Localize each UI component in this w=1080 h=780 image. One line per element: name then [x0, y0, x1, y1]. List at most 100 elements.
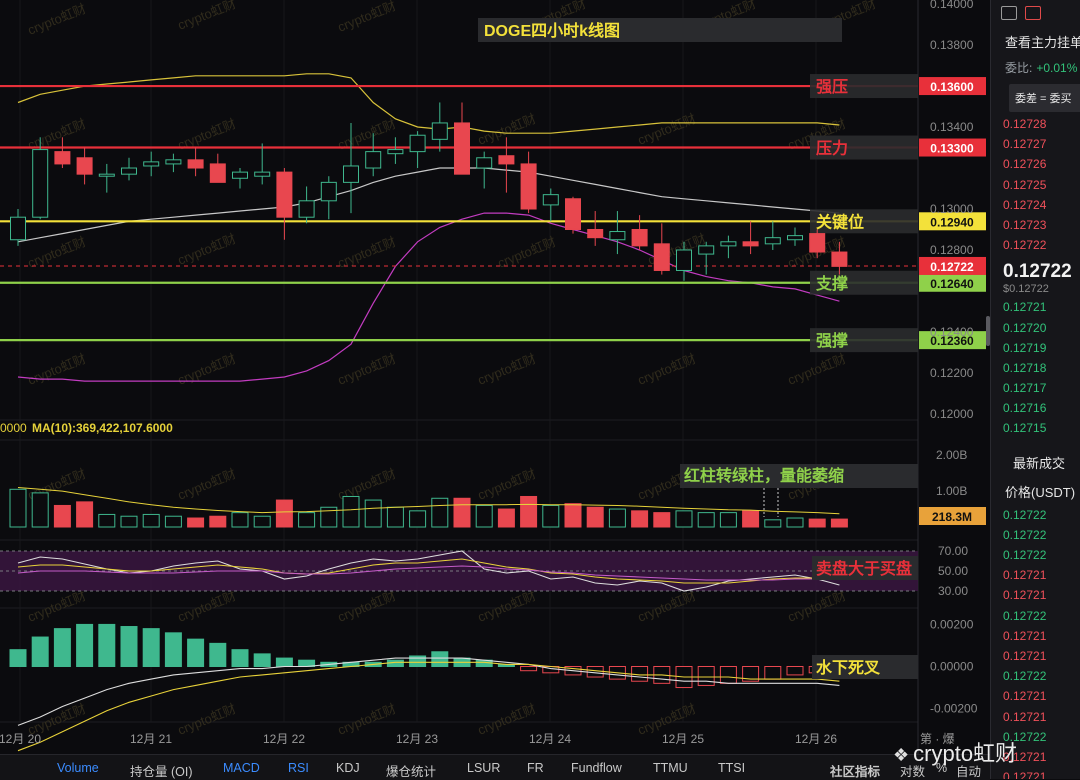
- level-label-1: 压力: [816, 139, 848, 158]
- volume-bar: [786, 517, 804, 528]
- bid-price-row[interactable]: 0.12720: [1003, 320, 1047, 335]
- bollinger-middle-line: [17, 167, 840, 243]
- toolbar-right-2[interactable]: %: [936, 761, 948, 775]
- tab-0[interactable]: Volume: [57, 761, 99, 775]
- volume-bar: [31, 492, 49, 528]
- volume-bar: [631, 510, 649, 528]
- volume-bar: [497, 508, 515, 528]
- volume-bar: [409, 510, 427, 528]
- volume-bar: [586, 506, 604, 528]
- bid-price-row[interactable]: 0.12717: [1003, 381, 1047, 396]
- ask-price-row[interactable]: 0.12723: [1003, 217, 1047, 232]
- macd-histogram-bar: [98, 623, 116, 668]
- candle-body: [431, 122, 448, 140]
- candle-body: [32, 149, 49, 218]
- brand-logo: ❖ crypto虹财: [893, 736, 1017, 768]
- level-price-badge-2: [919, 212, 986, 231]
- bollinger-upper-line: [17, 73, 840, 134]
- book-both-icon[interactable]: [1001, 6, 1017, 20]
- volume-bar: [719, 512, 737, 528]
- candle-body: [365, 151, 382, 169]
- toolbar-right-0[interactable]: 社区指标: [830, 765, 881, 779]
- macd-histogram-bar: [164, 632, 182, 667]
- ratio-label: 委比:: [1005, 61, 1033, 75]
- tab-6[interactable]: LSUR: [467, 761, 501, 775]
- ask-price-row[interactable]: 0.12728: [1003, 117, 1047, 131]
- rsi-axis-tick: 30.00: [938, 584, 968, 598]
- candle-body: [10, 216, 26, 241]
- tab-1[interactable]: 持仓量 (OI): [130, 765, 193, 779]
- volume-bar: [342, 495, 360, 528]
- current-price-text: 0.12722: [930, 260, 974, 274]
- trades-title[interactable]: 最新成交: [1013, 455, 1066, 471]
- bid-price-row[interactable]: 0.12716: [1003, 401, 1047, 416]
- candle-body: [276, 171, 293, 218]
- trade-price-row: 0.12721: [1003, 568, 1047, 583]
- footer-partial-text: 第 · 爆: [920, 732, 955, 746]
- level-price-text-0: 0.13600: [930, 80, 974, 94]
- tab-5[interactable]: 爆仓统计: [386, 765, 437, 779]
- macd-axis-tick: -0.00200: [930, 702, 978, 716]
- macd-histogram-bar: [719, 666, 737, 684]
- scrollbar-handle[interactable]: [986, 316, 990, 346]
- volume-bar: [364, 499, 382, 528]
- x-axis-tick: 12月 22: [263, 732, 305, 746]
- ask-price-row[interactable]: 0.12725: [1003, 177, 1047, 192]
- candle-body: [143, 161, 160, 167]
- tab-2[interactable]: MACD: [223, 761, 260, 775]
- rsi-line-1: [17, 558, 840, 584]
- last-price-usd: $0.12722: [1003, 283, 1049, 296]
- toolbar-right-3[interactable]: 自动: [956, 765, 982, 779]
- book-asks-icon[interactable]: [1025, 6, 1041, 20]
- macd-histogram-bar: [231, 649, 249, 668]
- bid-price-row[interactable]: 0.12715: [1003, 421, 1047, 436]
- tab-8[interactable]: Fundflow: [571, 761, 622, 775]
- x-axis-tick: 12月 20: [0, 732, 41, 746]
- volume-bar: [542, 504, 560, 528]
- level-price-text-3: 0.12640: [930, 277, 974, 291]
- level-price-badge-0: [919, 77, 986, 96]
- bid-price-row[interactable]: 0.12718: [1003, 360, 1047, 375]
- volume-current-badge: [919, 507, 986, 525]
- current-price-badge: [919, 256, 986, 275]
- macd-histogram-bar: [409, 655, 427, 668]
- volume-axis-tick: 1.00B: [936, 484, 967, 498]
- tab-9[interactable]: TTMU: [653, 761, 688, 775]
- candle-body: [565, 198, 581, 230]
- candle-body: [209, 163, 226, 183]
- tab-10[interactable]: TTSI: [718, 761, 746, 775]
- candle-body: [76, 157, 93, 175]
- ask-price-row[interactable]: 0.12724: [1003, 197, 1047, 212]
- bid-price-row[interactable]: 0.12719: [1003, 340, 1047, 355]
- tab-3[interactable]: RSI: [288, 761, 309, 775]
- tab-4[interactable]: KDJ: [336, 761, 360, 775]
- main-orders-link[interactable]: 查看主力挂单: [1005, 35, 1080, 50]
- trade-price-row: 0.12721: [1003, 588, 1047, 603]
- volume-bar: [453, 497, 471, 528]
- ask-price-row[interactable]: 0.12727: [1003, 137, 1047, 152]
- title-background: [478, 18, 842, 42]
- candle-body: [609, 231, 626, 241]
- ask-price-row[interactable]: 0.12722: [1003, 238, 1047, 253]
- level-price-badge-1: [919, 138, 986, 157]
- ask-price-row[interactable]: 0.12726: [1003, 157, 1047, 172]
- volume-bar: [608, 508, 626, 528]
- ratio-tooltip: 委差 = 委买: [1009, 84, 1080, 112]
- last-price: 0.12722: [1003, 261, 1072, 283]
- chart-canvas[interactable]: crypto虹财 crypto虹财 crypto虹财 crypto虹财 crypto虹财…: [0, 0, 990, 754]
- rsi-line-2: [17, 565, 840, 581]
- volume-bar: [475, 504, 493, 528]
- candle-body: [587, 228, 604, 239]
- x-axis-tick: 12月 23: [396, 732, 438, 746]
- price-axis-tick: 0.12800: [930, 243, 974, 257]
- level-price-text-4: 0.12360: [930, 334, 974, 348]
- panel-toolbar: [991, 0, 1080, 26]
- bid-price-row[interactable]: 0.12721: [1003, 300, 1047, 315]
- tab-7[interactable]: FR: [527, 761, 544, 775]
- level-label-bg-1: [810, 135, 918, 160]
- price-axis-tick: 0.14000: [930, 0, 974, 11]
- toolbar-right-1[interactable]: 对数: [900, 765, 926, 779]
- macd-axis-tick: 0.00200: [930, 617, 974, 631]
- trade-price-row: 0.12722: [1003, 669, 1047, 684]
- trade-price-row: 0.12721: [1003, 709, 1047, 724]
